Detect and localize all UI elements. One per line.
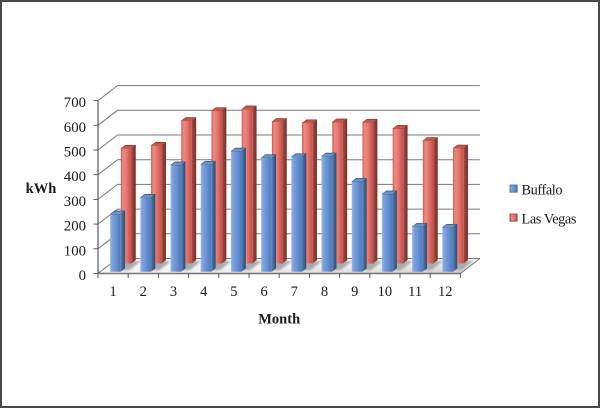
svg-text:1: 1: [109, 284, 116, 300]
svg-text:5: 5: [230, 284, 237, 300]
svg-text:700: 700: [64, 95, 86, 111]
svg-text:500: 500: [64, 145, 86, 161]
svg-text:12: 12: [438, 284, 453, 300]
svg-text:Month: Month: [258, 312, 300, 328]
svg-text:7: 7: [291, 284, 298, 300]
svg-text:400: 400: [64, 169, 86, 185]
svg-text:200: 200: [64, 219, 86, 235]
svg-text:10: 10: [378, 284, 393, 300]
svg-text:100: 100: [64, 243, 86, 259]
svg-text:300: 300: [64, 194, 86, 210]
svg-text:3: 3: [170, 284, 177, 300]
svg-text:8: 8: [321, 284, 328, 300]
svg-text:Las Vegas: Las Vegas: [522, 212, 577, 228]
svg-text:0: 0: [79, 268, 86, 284]
svg-text:4: 4: [200, 284, 208, 300]
svg-text:11: 11: [408, 284, 422, 300]
svg-text:kWh: kWh: [26, 181, 57, 197]
svg-text:Buffalo: Buffalo: [522, 183, 563, 199]
svg-text:2: 2: [140, 284, 147, 300]
svg-text:9: 9: [351, 284, 358, 300]
svg-text:6: 6: [260, 284, 267, 300]
svg-text:600: 600: [64, 120, 86, 136]
